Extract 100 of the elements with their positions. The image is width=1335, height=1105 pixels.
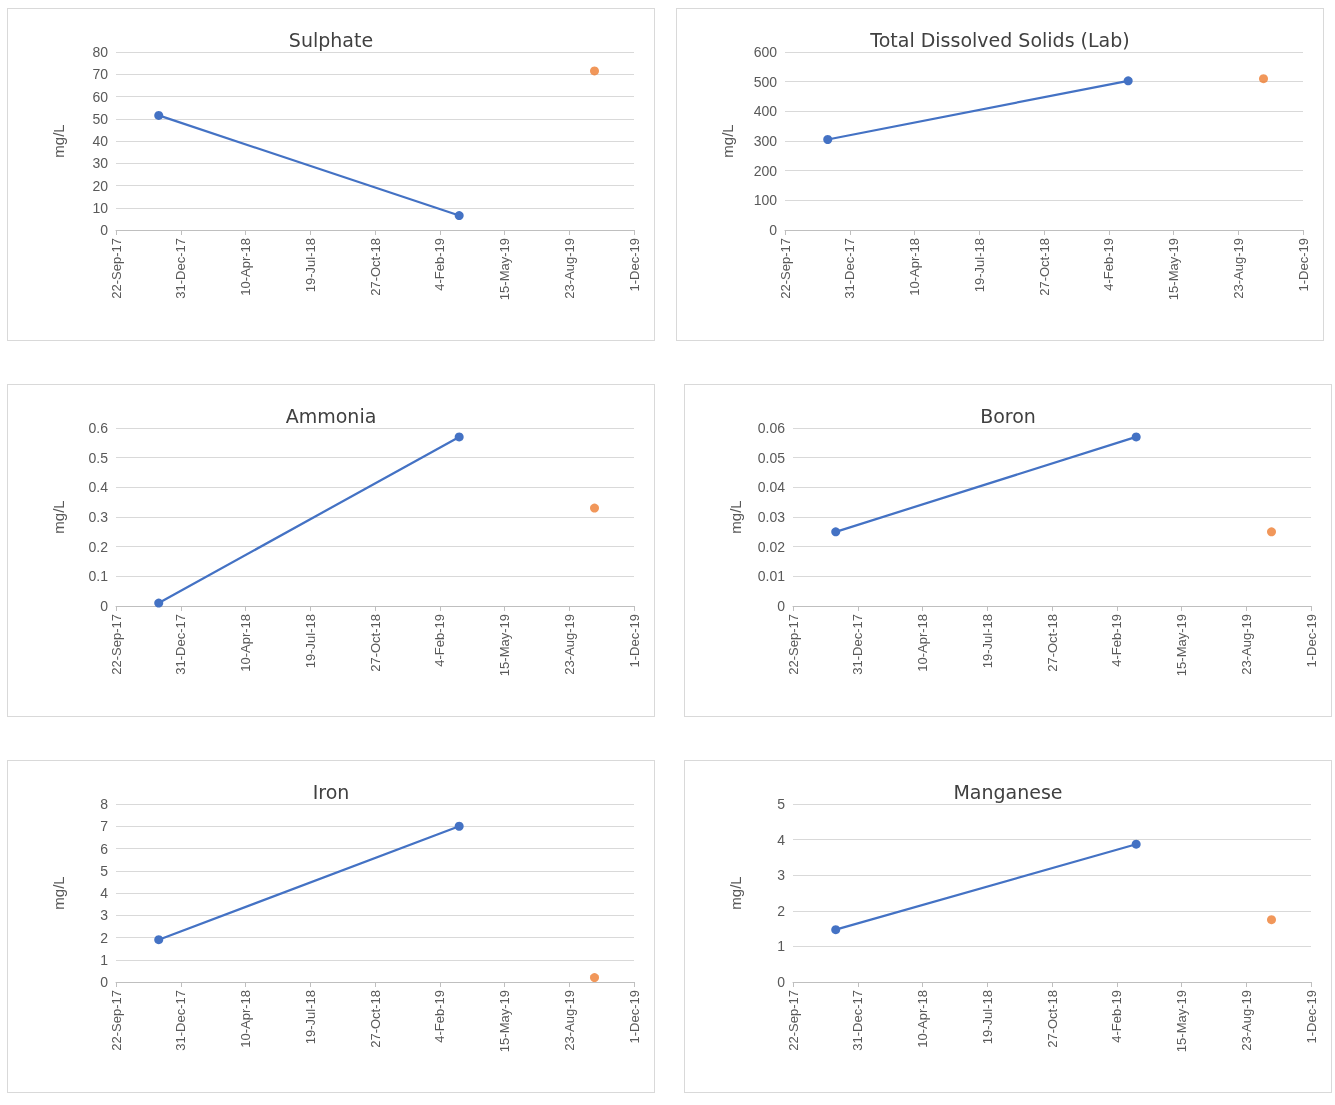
x-tick-label: 27-Oct-18 (1036, 238, 1052, 296)
chart-title: Total Dissolved Solids (Lab) (869, 28, 1130, 51)
y-tick-label: 60 (92, 88, 109, 105)
point (590, 503, 599, 513)
chart-title: Boron (980, 404, 1036, 427)
x-tick-label: 4-Feb-19 (1101, 238, 1117, 291)
point (1267, 915, 1276, 925)
point (454, 432, 464, 442)
y-axis-title: mg/L (727, 876, 744, 910)
y-tick-label: 40 (92, 133, 109, 149)
y-tick-label: 1 (777, 938, 786, 955)
y-axis-title: mg/L (727, 500, 744, 534)
y-tick-label: 6 (100, 840, 109, 857)
y-tick-label: 2 (100, 929, 109, 946)
point (831, 925, 841, 935)
x-tick-label: 19-Jul-18 (302, 614, 318, 669)
x-tick-label: 4-Feb-19 (1109, 614, 1125, 667)
x-tick-label: 15-May-19 (1166, 238, 1181, 301)
x-tick-label: 10-Apr-18 (907, 238, 922, 296)
x-tick-label: 31-Dec-17 (173, 990, 189, 1051)
point (1123, 76, 1133, 86)
y-tick-label: 2 (777, 902, 786, 919)
x-tick-label: 19-Jul-18 (979, 614, 995, 669)
x-tick-label: 15-May-19 (497, 990, 512, 1053)
y-axis-title: mg/L (50, 500, 67, 534)
x-tick-label: 23-Aug-19 (561, 990, 577, 1051)
y-tick-label: 1 (100, 951, 109, 968)
x-tick-label: 1-Dec-19 (626, 990, 642, 1044)
x-tick-label: 23-Aug-19 (1238, 614, 1254, 675)
x-tick-label: 10-Apr-18 (915, 990, 930, 1048)
x-tick-label: 15-May-19 (497, 238, 512, 301)
y-tick-label: 0 (100, 222, 109, 238)
x-tick-label: 10-Apr-18 (915, 614, 930, 672)
y-tick-label: 0 (769, 222, 778, 238)
point (454, 211, 464, 221)
x-tick-label: 31-Dec-17 (842, 238, 858, 299)
x-tick-label: 27-Oct-18 (1044, 990, 1060, 1048)
x-tick-label: 22-Sep-17 (777, 238, 793, 299)
x-tick-label: 27-Oct-18 (367, 990, 383, 1048)
x-tick-label: 19-Jul-18 (971, 238, 987, 293)
y-tick-label: 0.5 (88, 449, 109, 466)
point (590, 66, 599, 76)
y-tick-label: 5 (777, 796, 786, 812)
y-tick-label: 400 (753, 103, 778, 120)
y-tick-label: 500 (753, 73, 778, 90)
point (154, 110, 164, 120)
y-tick-label: 3 (100, 907, 109, 924)
point (590, 973, 599, 983)
x-tick-label: 10-Apr-18 (238, 990, 253, 1048)
y-tick-label: 4 (100, 885, 109, 901)
x-tick-label: 1-Dec-19 (1303, 990, 1319, 1044)
x-tick-label: 19-Jul-18 (302, 238, 318, 293)
y-tick-label: 0.01 (757, 568, 786, 585)
y-tick-label: 70 (92, 66, 109, 83)
x-tick-label: 15-May-19 (497, 614, 512, 677)
y-tick-label: 0.6 (88, 420, 109, 436)
y-tick-label: 0.03 (757, 509, 786, 525)
x-tick-label: 15-May-19 (1174, 614, 1189, 677)
y-tick-label: 5 (100, 862, 109, 879)
x-tick-label: 22-Sep-17 (108, 238, 124, 299)
y-tick-label: 0.2 (88, 538, 109, 555)
y-tick-label: 0 (777, 974, 786, 990)
y-tick-label: 0.06 (757, 420, 786, 436)
chart-title: Sulphate (288, 28, 374, 51)
x-tick-label: 4-Feb-19 (432, 614, 448, 667)
x-tick-label: 4-Feb-19 (432, 990, 448, 1043)
chart-title: Manganese (953, 780, 1063, 803)
x-tick-label: 23-Aug-19 (1238, 990, 1254, 1051)
y-tick-label: 200 (753, 162, 778, 179)
y-tick-label: 20 (92, 177, 109, 194)
y-tick-label: 0 (777, 598, 786, 614)
x-tick-label: 22-Sep-17 (785, 990, 801, 1051)
x-tick-label: 10-Apr-18 (238, 614, 253, 672)
point (454, 821, 464, 831)
y-tick-label: 600 (753, 44, 778, 60)
x-tick-label: 31-Dec-17 (173, 614, 189, 675)
x-tick-label: 22-Sep-17 (785, 614, 801, 675)
x-tick-label: 15-May-19 (1174, 990, 1189, 1053)
y-tick-label: 0 (100, 974, 109, 990)
x-tick-label: 22-Sep-17 (108, 990, 124, 1051)
x-tick-label: 31-Dec-17 (173, 238, 189, 299)
x-tick-label: 31-Dec-17 (850, 614, 866, 675)
y-tick-label: 300 (753, 133, 778, 149)
x-tick-label: 23-Aug-19 (561, 238, 577, 299)
x-tick-label: 23-Aug-19 (561, 614, 577, 675)
x-tick-label: 1-Dec-19 (1303, 614, 1319, 668)
x-tick-label: 27-Oct-18 (367, 614, 383, 672)
point (154, 598, 164, 608)
y-tick-label: 10 (92, 199, 109, 216)
point (823, 135, 833, 145)
y-tick-label: 8 (100, 796, 109, 812)
x-tick-label: 1-Dec-19 (626, 238, 642, 292)
y-tick-label: 50 (92, 110, 109, 127)
y-tick-label: 0 (100, 598, 109, 614)
chart-title: Iron (312, 780, 350, 803)
y-axis-title: mg/L (50, 876, 67, 910)
y-axis-title: mg/L (50, 124, 67, 158)
x-tick-label: 1-Dec-19 (626, 614, 642, 668)
x-tick-label: 23-Aug-19 (1230, 238, 1246, 299)
point (1259, 74, 1268, 84)
